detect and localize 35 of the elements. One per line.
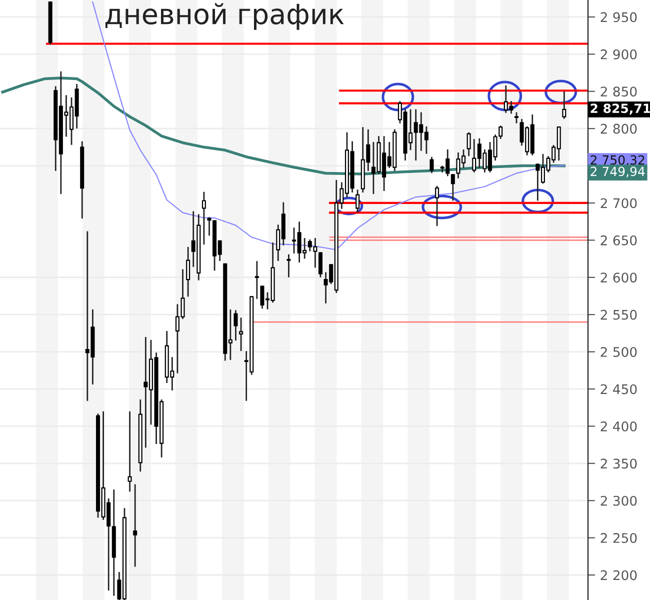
candlestick xyxy=(435,186,440,226)
candlestick xyxy=(514,112,518,124)
candlestick xyxy=(234,310,238,341)
candlestick xyxy=(562,91,566,119)
line-series xyxy=(92,2,565,250)
y-tick-label: 2 450 xyxy=(600,384,637,394)
y-tick-label: 2 650 xyxy=(600,235,637,246)
candlestick xyxy=(318,252,322,278)
y-tick-label: 2 250 xyxy=(600,533,637,543)
y-tick-label: 2 300 xyxy=(600,496,637,506)
y-tick-label: 2 500 xyxy=(600,347,637,357)
candlestick xyxy=(133,484,138,567)
candlestick xyxy=(186,246,190,297)
candlestick xyxy=(430,156,434,174)
y-tick-label: 2 800 xyxy=(600,124,637,134)
candlestick xyxy=(202,192,206,245)
y-tick-label: 2 900 xyxy=(600,49,637,60)
y-tick-label: 2 600 xyxy=(600,272,637,283)
y-tick-label: 2 350 xyxy=(600,458,637,469)
chart-title: дневной график xyxy=(105,3,344,30)
text: 2 749,94 xyxy=(590,166,645,178)
candlestick xyxy=(466,132,471,156)
y-tick-label: 2 400 xyxy=(600,421,637,432)
line-series xyxy=(1,76,566,176)
y-tick-label: 2 200 xyxy=(600,570,637,580)
candlestick xyxy=(286,254,291,278)
candlestick xyxy=(254,261,259,299)
y-tick-label: 2 850 xyxy=(600,86,637,97)
candlestick xyxy=(207,217,212,236)
y-tick-label: 2 700 xyxy=(600,198,637,208)
text: 2 825,71 xyxy=(590,104,650,115)
candlestick xyxy=(450,174,455,201)
y-tick-label: 2 550 xyxy=(600,310,637,320)
y-tick-label: 2 950 xyxy=(600,12,637,22)
text: 2 750,32 xyxy=(590,155,644,166)
